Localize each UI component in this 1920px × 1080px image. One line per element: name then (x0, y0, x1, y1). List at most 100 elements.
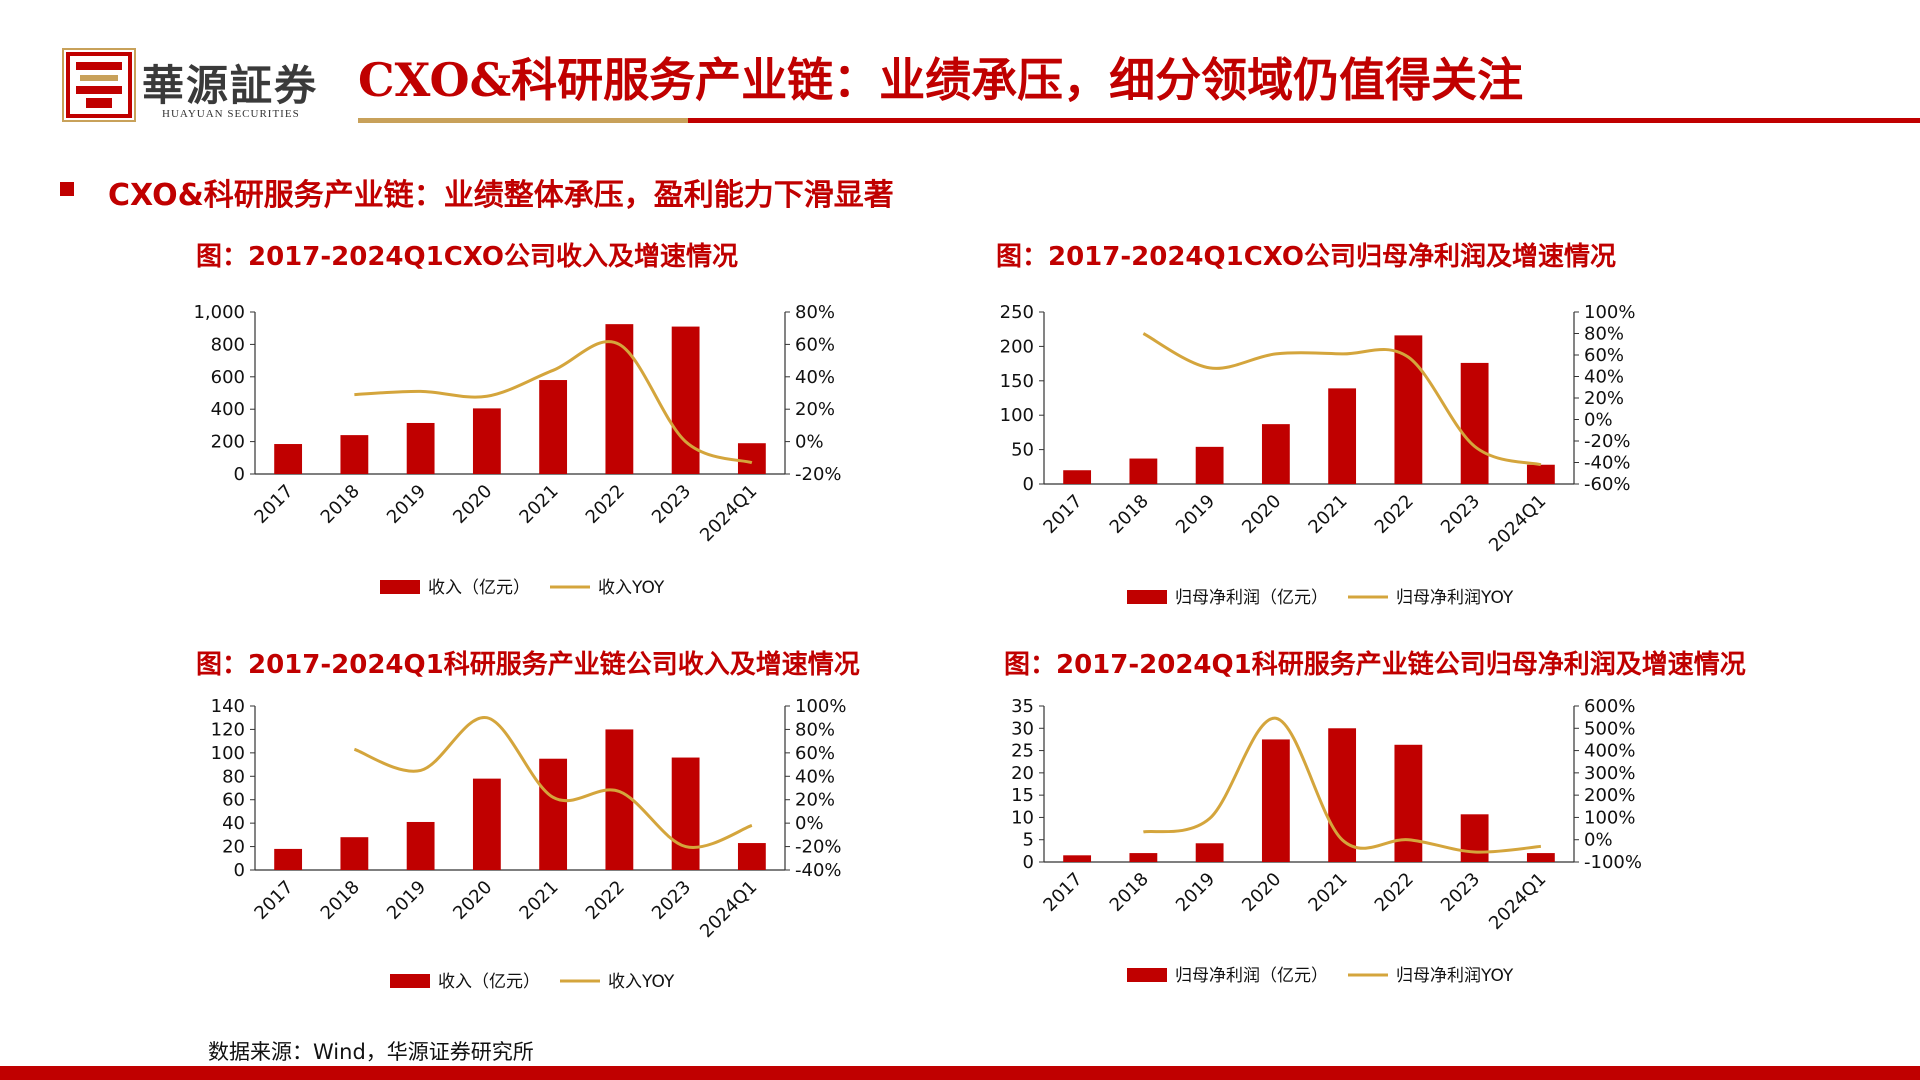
y-right-tick-label: 80% (795, 719, 835, 740)
bar-2018 (1129, 458, 1158, 484)
y-left-tick-label: 0 (1023, 852, 1034, 873)
bar-2018 (340, 837, 369, 870)
legend-line-label: 归母净利润YOY (1396, 966, 1514, 986)
y-right-tick-label: 20% (795, 399, 835, 420)
x-tick-label: 2020 (449, 877, 496, 924)
y-left-tick-label: 100 (1000, 405, 1034, 426)
bar-2022 (1394, 744, 1423, 862)
bar-2021 (539, 758, 568, 870)
bar-2024Q1 (1526, 464, 1555, 484)
y-left-tick-label: 5 (1023, 830, 1034, 851)
y-right-tick-label: -60% (1584, 474, 1631, 495)
bar-2020 (472, 408, 501, 474)
y-left-tick-label: 150 (1000, 371, 1034, 392)
y-left-tick-label: 50 (1011, 440, 1034, 461)
y-right-tick-label: -20% (795, 464, 842, 485)
y-right-tick-label: -20% (1584, 431, 1631, 452)
y-right-tick-label: 100% (795, 696, 846, 717)
y-right-tick-label: 60% (1584, 345, 1624, 366)
legend-bar-label: 收入（亿元） (428, 578, 530, 598)
y-left-tick-label: 10 (1011, 807, 1034, 828)
x-tick-label: 2024Q1 (696, 481, 761, 546)
bar-2020 (1261, 424, 1290, 484)
chart-cxo-profit: 0 50 100 150 200 250 -60%-40%-20%0%20%40%60%80… (1000, 302, 1636, 608)
y-right-tick-label: -100% (1584, 852, 1642, 873)
y-right-tick-label: 400% (1584, 741, 1635, 762)
x-tick-label: 2018 (1106, 869, 1153, 916)
legend-bar-label: 收入（亿元） (438, 972, 540, 992)
chart-title-cxo-revenue: 图：2017-2024Q1CXO公司收入及增速情况 (196, 242, 739, 272)
bar-2024Q1 (737, 443, 766, 474)
title-rule-red (688, 118, 1920, 123)
bar-2020 (1261, 739, 1290, 862)
legend-line-label: 归母净利润YOY (1396, 588, 1514, 608)
bar-2021 (1328, 728, 1357, 862)
x-tick-label: 2022 (1371, 869, 1418, 916)
chart-title-cxo-profit: 图：2017-2024Q1CXO公司归母净利润及增速情况 (996, 242, 1617, 272)
x-tick-label: 2022 (582, 877, 629, 924)
page-title: CXO&科研服务产业链：业绩承压，细分领域仍值得关注 (358, 53, 1524, 107)
title-rule-gold (358, 118, 688, 123)
y-right-tick-label: 20% (795, 790, 835, 811)
x-tick-label: 2023 (1437, 491, 1484, 538)
y-right-tick-label: 60% (795, 743, 835, 764)
x-tick-label: 2020 (449, 481, 496, 528)
legend-bar-swatch (380, 580, 420, 594)
yoy-line (354, 340, 753, 465)
y-left-tick-label: 60 (222, 790, 245, 811)
x-tick-label: 2024Q1 (1485, 869, 1550, 934)
x-tick-label: 2022 (582, 481, 629, 528)
x-tick-label: 2020 (1238, 491, 1285, 538)
y-left-tick-label: 40 (222, 813, 245, 834)
bar-2017 (1063, 470, 1092, 484)
bar-2022 (1394, 335, 1423, 484)
section-bullet-icon (60, 182, 74, 196)
x-tick-label: 2023 (1437, 869, 1484, 916)
legend-bar-label: 归母净利润（亿元） (1175, 966, 1328, 986)
x-tick-label: 2020 (1238, 869, 1285, 916)
x-tick-label: 2019 (383, 877, 430, 924)
x-tick-label: 2019 (1172, 491, 1219, 538)
x-tick-label: 2022 (1371, 491, 1418, 538)
bar-2017 (1063, 855, 1092, 862)
legend-bar-swatch (390, 974, 430, 988)
x-tick-label: 2019 (383, 481, 430, 528)
y-left-tick-label: 120 (211, 719, 245, 740)
x-tick-label: 2021 (515, 877, 562, 924)
y-left-tick-label: 0 (1023, 474, 1034, 495)
x-tick-label: 2019 (1172, 869, 1219, 916)
bar-2018 (1129, 853, 1158, 862)
y-left-tick-label: 800 (211, 334, 245, 355)
y-right-tick-label: 60% (795, 334, 835, 355)
x-tick-label: 2017 (250, 877, 297, 924)
y-left-tick-label: 30 (1011, 718, 1034, 739)
bar-2020 (472, 778, 501, 870)
y-left-tick-label: 0 (234, 464, 245, 485)
x-tick-label: 2017 (1039, 869, 1086, 916)
y-left-tick-label: 20 (1011, 763, 1034, 784)
x-tick-label: 2021 (1304, 491, 1351, 538)
y-right-tick-label: 80% (795, 302, 835, 323)
y-right-tick-label: 40% (795, 766, 835, 787)
y-left-tick-label: 0 (234, 860, 245, 881)
bar-2024Q1 (1526, 853, 1555, 862)
y-right-tick-label: 0% (1584, 410, 1613, 431)
bar-2023 (671, 757, 700, 870)
y-right-tick-label: -20% (795, 837, 842, 858)
x-tick-label: 2024Q1 (696, 877, 761, 942)
bar-2021 (1328, 388, 1357, 484)
x-tick-label: 2023 (648, 877, 695, 924)
bar-2017 (274, 848, 303, 870)
x-tick-label: 2018 (317, 481, 364, 528)
bar-2019 (406, 422, 435, 474)
bar-2023 (1460, 814, 1489, 862)
y-left-tick-label: 200 (1000, 336, 1034, 357)
bar-2019 (1195, 843, 1224, 862)
yoy-line (1142, 332, 1542, 467)
y-right-tick-label: 100% (1584, 302, 1635, 323)
y-left-tick-label: 140 (211, 696, 245, 717)
huayuan-logo-icon (62, 48, 136, 122)
x-tick-label: 2024Q1 (1485, 491, 1550, 556)
